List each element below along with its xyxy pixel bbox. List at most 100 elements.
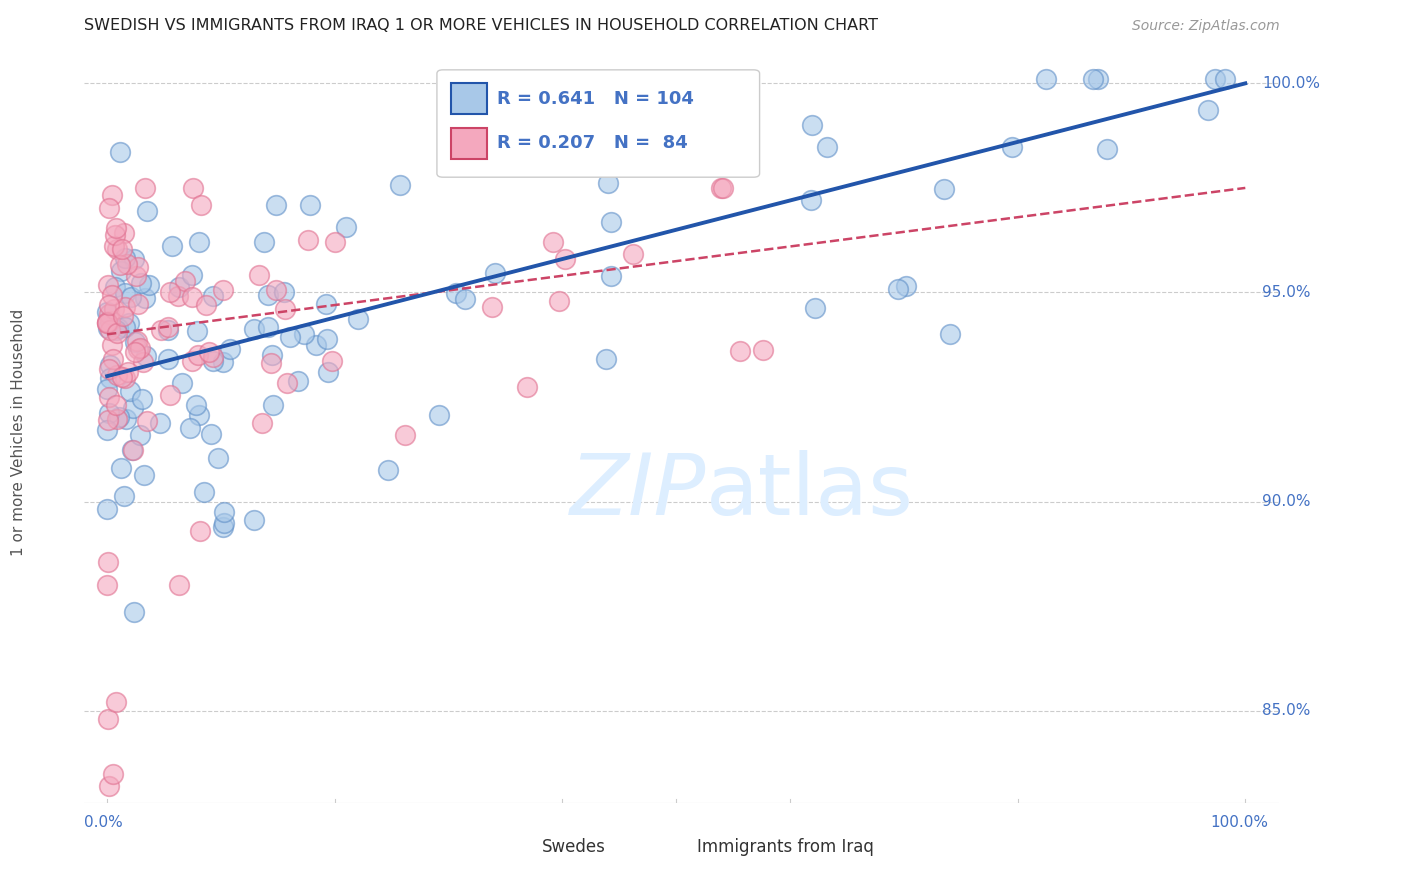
Point [256, 287, 278, 301]
Point [242, 322, 264, 336]
Point [120, 290, 142, 304]
Point [188, 235, 211, 250]
Point [131, 276, 153, 290]
Point [181, 181, 204, 195]
Point [134, 291, 156, 305]
Point [104, 228, 127, 243]
Point [323, 235, 346, 249]
Point [105, 243, 128, 257]
Point [127, 297, 149, 311]
Point [266, 197, 288, 211]
Point [394, 428, 416, 442]
Text: 95.0%: 95.0% [1263, 285, 1310, 300]
Point [894, 278, 917, 293]
Point [136, 414, 159, 428]
Point [108, 145, 131, 160]
Point [253, 235, 276, 250]
Point [122, 252, 145, 267]
Text: R = 0.207   N =  84: R = 0.207 N = 84 [496, 134, 688, 153]
Point [112, 489, 135, 503]
Point [207, 450, 229, 465]
Point [1204, 72, 1226, 87]
Point [105, 323, 128, 337]
Point [149, 416, 172, 430]
Point [446, 286, 468, 301]
Point [1087, 72, 1109, 87]
FancyBboxPatch shape [652, 836, 688, 858]
Point [127, 342, 149, 356]
Point [104, 398, 127, 412]
Point [121, 443, 143, 458]
Point [96, 316, 118, 330]
Text: 0.0%: 0.0% [84, 815, 124, 830]
Point [453, 292, 475, 306]
Point [114, 412, 136, 426]
Point [127, 334, 149, 348]
Point [108, 258, 131, 272]
Point [157, 319, 180, 334]
Point [97, 298, 120, 312]
Point [262, 398, 284, 412]
Text: atlas: atlas [706, 450, 914, 533]
Point [98, 779, 121, 793]
Point [377, 462, 399, 476]
Point [1035, 72, 1057, 87]
Point [200, 427, 222, 442]
Point [242, 513, 264, 527]
Point [179, 421, 201, 435]
Point [135, 350, 157, 364]
Point [347, 311, 370, 326]
Point [157, 323, 180, 337]
Point [201, 289, 224, 303]
Point [1197, 103, 1219, 117]
Point [190, 197, 212, 211]
Point [932, 182, 955, 196]
Point [193, 484, 215, 499]
Point [98, 391, 121, 405]
Text: Swedes: Swedes [543, 838, 606, 856]
Point [108, 409, 131, 424]
Point [101, 337, 124, 351]
Point [105, 695, 128, 709]
Point [114, 285, 136, 300]
Point [157, 352, 180, 367]
Point [96, 316, 118, 330]
Point [96, 578, 118, 592]
Point [127, 260, 149, 274]
Point [260, 356, 283, 370]
Point [129, 341, 152, 355]
Point [129, 427, 152, 442]
Point [278, 330, 301, 344]
Text: R = 0.641   N = 104: R = 0.641 N = 104 [496, 90, 693, 108]
Point [184, 398, 207, 412]
Point [938, 326, 960, 341]
Point [118, 384, 141, 398]
Point [110, 264, 132, 278]
Point [247, 268, 270, 282]
Point [100, 314, 122, 328]
Point [292, 327, 315, 342]
Point [187, 348, 209, 362]
Point [287, 375, 309, 389]
Point [515, 379, 537, 393]
Point [800, 194, 823, 208]
Point [169, 578, 191, 592]
Point [711, 181, 734, 195]
Point [134, 181, 156, 195]
Point [149, 323, 172, 337]
Point [114, 370, 136, 384]
Point [98, 307, 121, 321]
Point [315, 332, 337, 346]
Point [100, 188, 122, 202]
Point [273, 285, 295, 300]
Point [97, 413, 120, 427]
Point [218, 342, 240, 356]
Point [131, 392, 153, 407]
Point [198, 345, 221, 359]
Point [104, 280, 127, 294]
Point [111, 370, 134, 384]
Point [676, 128, 699, 143]
Point [111, 242, 134, 256]
Point [335, 219, 357, 234]
Point [96, 315, 118, 329]
